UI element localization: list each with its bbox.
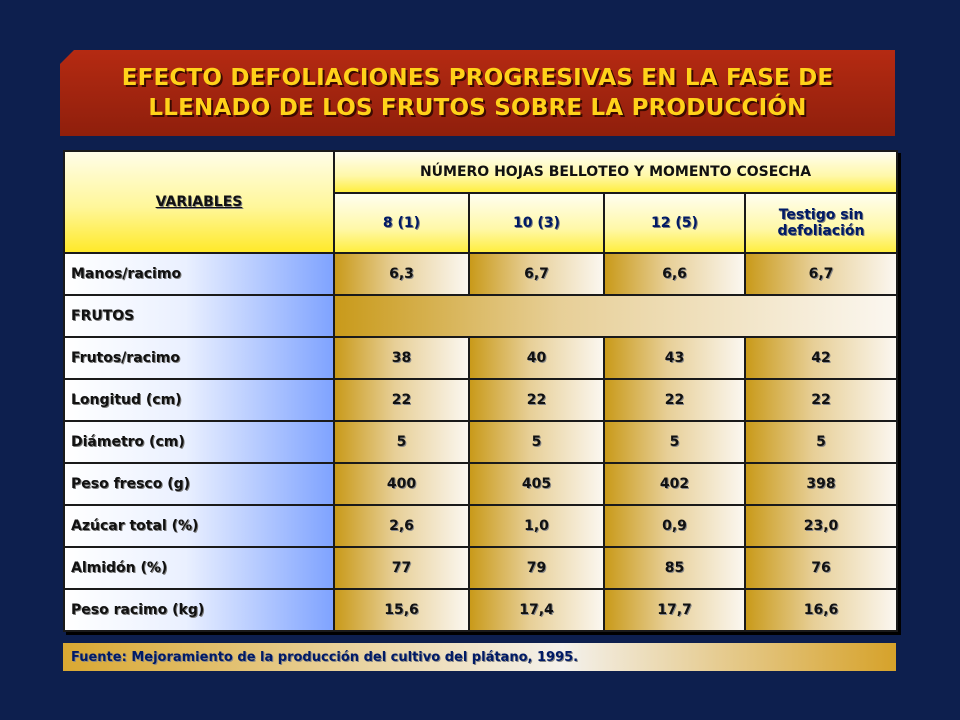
table-cell: 5 xyxy=(603,420,746,464)
group-header: NÚMERO HOJAS BELLOTEO Y MOMENTO COSECHA xyxy=(332,150,899,194)
table-cell: 405 xyxy=(468,462,605,506)
table-row: Almidón (%) 77 79 85 76 xyxy=(63,546,899,590)
source-note: Fuente: Mejoramiento de la producción de… xyxy=(63,643,896,671)
section-span-cell xyxy=(332,294,899,338)
table-cell: 400 xyxy=(333,462,470,506)
table-cell: 22 xyxy=(333,378,470,422)
table-cell: 85 xyxy=(603,546,746,590)
table-cell: 22 xyxy=(743,378,899,422)
table-row: Peso racimo (kg) 15,6 17,4 17,7 16,6 xyxy=(63,588,899,632)
table-row: Azúcar total (%) 2,6 1,0 0,9 23,0 xyxy=(63,504,899,548)
table-row: Frutos/racimo 38 40 43 42 xyxy=(63,336,899,380)
title-line-2: LLENADO DE LOS FRUTOS SOBRE LA PRODUCCIÓ… xyxy=(148,95,807,121)
title-banner: EFECTO DEFOLIACIONES PROGRESIVAS EN LA F… xyxy=(60,50,895,136)
table-cell: 6,3 xyxy=(333,252,470,296)
table-row: FRUTOS xyxy=(63,294,899,338)
table-cell: 23,0 xyxy=(743,504,899,548)
header-row-2: 8 (1) 10 (3) 12 (5) Testigo sin defoliac… xyxy=(64,192,899,254)
table-row: Longitud (cm) 22 22 22 22 xyxy=(63,378,899,422)
source-text: Fuente: Mejoramiento de la producción de… xyxy=(71,649,579,665)
column-header: Testigo sin defoliación xyxy=(743,192,899,254)
row-label: Manos/racimo xyxy=(63,252,335,296)
header-row-1: VARIABLES NÚMERO HOJAS BELLOTEO Y MOMENT… xyxy=(63,150,899,254)
table-cell: 398 xyxy=(743,462,899,506)
row-label: Peso fresco (g) xyxy=(63,462,335,506)
column-header: 10 (3) xyxy=(468,192,605,254)
table-cell: 43 xyxy=(603,336,746,380)
title-line-1: EFECTO DEFOLIACIONES PROGRESIVAS EN LA F… xyxy=(121,65,834,91)
row-label: FRUTOS xyxy=(63,294,335,338)
table-cell: 22 xyxy=(468,378,605,422)
row-label: Azúcar total (%) xyxy=(63,504,335,548)
table-cell: 76 xyxy=(743,546,899,590)
row-label: Frutos/racimo xyxy=(63,336,335,380)
page-title: EFECTO DEFOLIACIONES PROGRESIVAS EN LA F… xyxy=(122,63,834,123)
table-row: Peso fresco (g) 400 405 402 398 xyxy=(63,462,899,506)
table-cell: 42 xyxy=(743,336,899,380)
column-header: 12 (5) xyxy=(603,192,746,254)
row-label: Almidón (%) xyxy=(63,546,335,590)
table-cell: 2,6 xyxy=(333,504,470,548)
table-cell: 15,6 xyxy=(333,588,470,632)
table-cell: 5 xyxy=(333,420,470,464)
table-cell: 0,9 xyxy=(603,504,746,548)
row-label: Diámetro (cm) xyxy=(63,420,335,464)
row-label: Longitud (cm) xyxy=(63,378,335,422)
table-cell: 38 xyxy=(333,336,470,380)
table-cell: 40 xyxy=(468,336,605,380)
column-header: 8 (1) xyxy=(333,192,470,254)
table-cell: 6,7 xyxy=(468,252,605,296)
table-row: Manos/racimo 6,3 6,7 6,6 6,7 xyxy=(63,252,899,296)
table-cell: 5 xyxy=(468,420,605,464)
row-label: Peso racimo (kg) xyxy=(63,588,335,632)
table-cell: 6,6 xyxy=(603,252,746,296)
variables-header: VARIABLES xyxy=(63,150,335,254)
data-table: VARIABLES NÚMERO HOJAS BELLOTEO Y MOMENT… xyxy=(63,150,899,632)
table-cell: 17,7 xyxy=(603,588,746,632)
table-cell: 5 xyxy=(743,420,899,464)
table-row: Diámetro (cm) 5 5 5 5 xyxy=(63,420,899,464)
table-cell: 402 xyxy=(603,462,746,506)
table-cell: 77 xyxy=(333,546,470,590)
table-cell: 22 xyxy=(603,378,746,422)
table-cell: 1,0 xyxy=(468,504,605,548)
table-cell: 6,7 xyxy=(743,252,899,296)
table-cell: 79 xyxy=(468,546,605,590)
table-cell: 16,6 xyxy=(743,588,899,632)
table-cell: 17,4 xyxy=(468,588,605,632)
